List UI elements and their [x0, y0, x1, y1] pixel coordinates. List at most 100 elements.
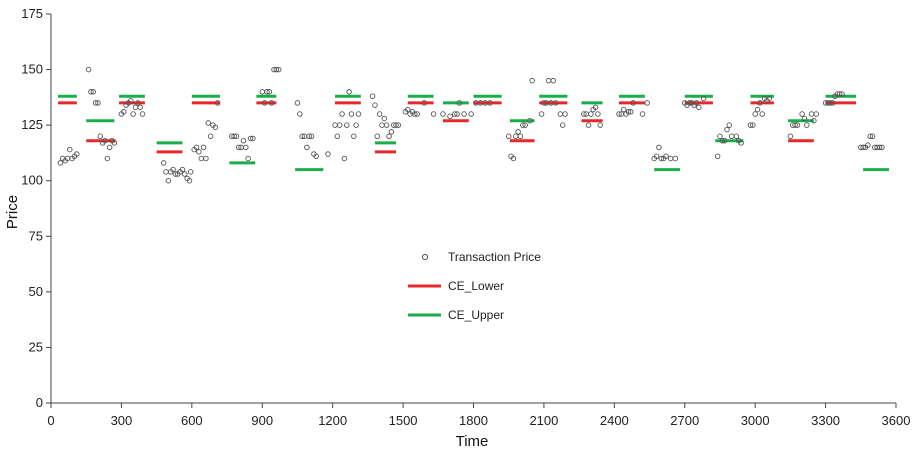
transaction-price-point — [393, 122, 399, 128]
transaction-price-point — [559, 122, 566, 128]
transaction-price-point — [721, 137, 728, 144]
transaction-price-point — [297, 111, 303, 117]
transaction-price-point — [106, 144, 113, 151]
transaction-price-point — [595, 111, 601, 117]
transaction-price-point — [245, 155, 251, 162]
transaction-price-point — [412, 111, 418, 117]
transaction-price-point — [616, 111, 622, 117]
transaction-price-point — [545, 77, 552, 84]
transaction-price-point — [250, 135, 256, 142]
transaction-price-point — [747, 122, 754, 128]
transaction-price-point — [644, 100, 650, 106]
transaction-price-point — [759, 111, 765, 117]
transaction-price-point — [869, 133, 876, 140]
transaction-price-point — [639, 111, 646, 117]
transaction-price-point — [205, 120, 212, 126]
legend: Transaction Price CE_Lower CE_Upper — [408, 250, 541, 322]
transaction-price-point — [308, 133, 315, 140]
x-axis-title: Time — [456, 433, 489, 450]
y-tick-label: 0 — [36, 395, 43, 410]
transaction-price-point — [135, 100, 141, 106]
transaction-price-point — [513, 133, 519, 140]
transaction-price-point — [520, 122, 526, 128]
transaction-price-point — [653, 153, 660, 160]
transaction-price-point — [198, 155, 204, 162]
transaction-price-point — [376, 111, 383, 117]
transaction-price-point — [876, 144, 883, 151]
transaction-price-point — [581, 111, 587, 117]
transaction-price-point — [325, 151, 331, 157]
transaction-price-point — [592, 104, 599, 111]
transaction-price-point — [351, 133, 357, 140]
transaction-price-point — [717, 133, 723, 140]
transaction-price-point — [792, 122, 798, 128]
transaction-price-point — [799, 111, 805, 117]
transaction-price-point — [111, 140, 118, 146]
transaction-price-point — [405, 106, 411, 113]
transaction-price-point — [811, 117, 817, 124]
transaction-price-point — [386, 133, 392, 140]
x-tick-label: 0 — [47, 413, 54, 428]
legend-label: CE_Upper — [448, 308, 504, 322]
transaction-price-point — [196, 149, 202, 155]
x-tick-label: 1800 — [459, 413, 488, 428]
transaction-price-point — [261, 100, 268, 106]
transaction-price-point — [839, 91, 845, 97]
transaction-price-point — [663, 153, 669, 160]
transaction-price-point — [667, 155, 674, 162]
transaction-price-point — [879, 144, 885, 151]
transaction-price-point — [348, 111, 355, 117]
transaction-price-point — [557, 111, 564, 117]
transaction-price-point — [738, 140, 744, 146]
transaction-price-point — [451, 111, 458, 117]
transaction-price-point — [538, 111, 545, 117]
transaction-price-point — [336, 122, 343, 128]
transaction-price-point — [827, 100, 834, 106]
transaction-price-point — [233, 133, 240, 140]
transaction-price-point — [754, 106, 761, 113]
transaction-price-point — [562, 111, 568, 117]
transaction-price-point — [306, 133, 312, 140]
transaction-price-point — [686, 100, 693, 106]
transaction-price-point — [243, 144, 249, 151]
x-tick-label: 2700 — [670, 413, 699, 428]
transaction-price-point — [104, 155, 111, 162]
transaction-price-point — [332, 122, 338, 128]
transaction-price-point — [207, 133, 214, 140]
transaction-price-point — [454, 111, 460, 117]
y-tick-label: 50 — [29, 284, 43, 299]
transaction-price-point — [369, 93, 376, 99]
transaction-price-point — [160, 160, 167, 166]
transaction-price-point — [193, 144, 200, 151]
transaction-price-point — [597, 122, 604, 128]
x-tick-label: 3600 — [882, 413, 911, 428]
transaction-price-point — [179, 166, 186, 173]
transaction-price-point — [552, 100, 559, 106]
transaction-price-point — [630, 100, 636, 106]
transaction-price-point — [421, 100, 427, 106]
transaction-price-point — [95, 100, 101, 106]
transaction-price-point — [550, 77, 557, 84]
ticks: 0 300 600 900 1200 1500 1800 2100 2400 2700 3000 33… — [21, 6, 910, 428]
transaction-price-point — [728, 133, 735, 140]
x-tick-label: 300 — [111, 413, 133, 428]
transaction-price-point — [264, 89, 270, 95]
transaction-price-point — [757, 100, 763, 106]
transaction-price-point — [766, 95, 773, 102]
y-tick-label: 150 — [21, 62, 43, 77]
transaction-price-point — [85, 66, 92, 73]
transaction-price-point — [240, 137, 247, 144]
transaction-price-point — [90, 89, 96, 95]
transaction-price-point — [231, 133, 237, 140]
x-tick-label: 1500 — [389, 413, 418, 428]
transaction-price-point — [456, 100, 463, 106]
transaction-price-point — [750, 122, 756, 128]
transaction-price-point — [275, 66, 282, 73]
transaction-price-point — [379, 122, 385, 128]
y-tick-label: 75 — [29, 228, 43, 243]
transaction-price-point — [658, 155, 665, 162]
transaction-price-point — [696, 104, 702, 111]
y-tick-label: 25 — [29, 339, 43, 354]
transaction-price-point — [395, 122, 402, 128]
transaction-price-point — [541, 100, 547, 106]
